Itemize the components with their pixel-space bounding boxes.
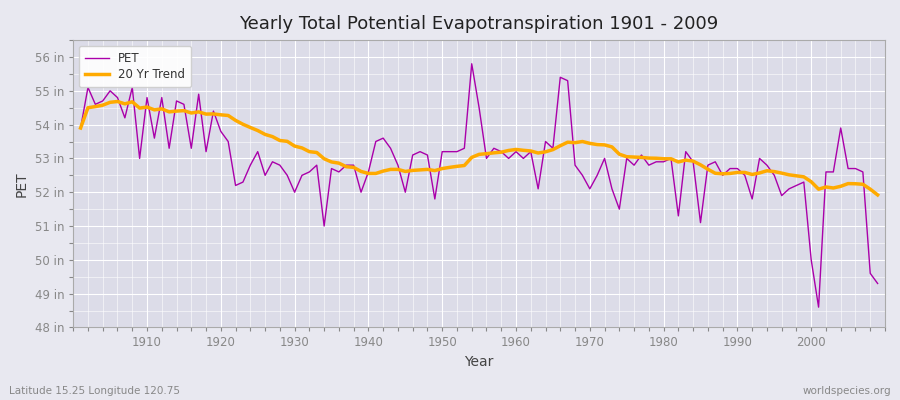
20 Yr Trend (518, 148, 529, 153)
Text: Latitude 15.25 Longitude 120.75: Latitude 15.25 Longitude 120.75 (9, 386, 180, 396)
PET (607, 186, 617, 191)
Line: 20 Yr Trend: 20 Yr Trend (81, 102, 878, 195)
20 Yr Trend (112, 99, 123, 104)
20 Yr Trend (607, 144, 617, 149)
PET (872, 281, 883, 286)
Title: Yearly Total Potential Evapotranspiration 1901 - 2009: Yearly Total Potential Evapotranspiratio… (239, 15, 719, 33)
PET (518, 156, 529, 161)
20 Yr Trend (76, 126, 86, 130)
Legend: PET, 20 Yr Trend: PET, 20 Yr Trend (79, 46, 191, 87)
20 Yr Trend (348, 165, 359, 170)
20 Yr Trend (304, 149, 315, 154)
Text: worldspecies.org: worldspecies.org (803, 386, 891, 396)
20 Yr Trend (510, 147, 521, 152)
PET (76, 126, 86, 130)
Line: PET: PET (81, 64, 878, 307)
PET (134, 156, 145, 161)
PET (297, 173, 308, 178)
X-axis label: Year: Year (464, 355, 494, 369)
Y-axis label: PET: PET (15, 171, 29, 196)
20 Yr Trend (872, 192, 883, 197)
PET (466, 61, 477, 66)
PET (341, 163, 352, 168)
PET (814, 305, 824, 310)
20 Yr Trend (141, 105, 152, 110)
PET (510, 149, 521, 154)
